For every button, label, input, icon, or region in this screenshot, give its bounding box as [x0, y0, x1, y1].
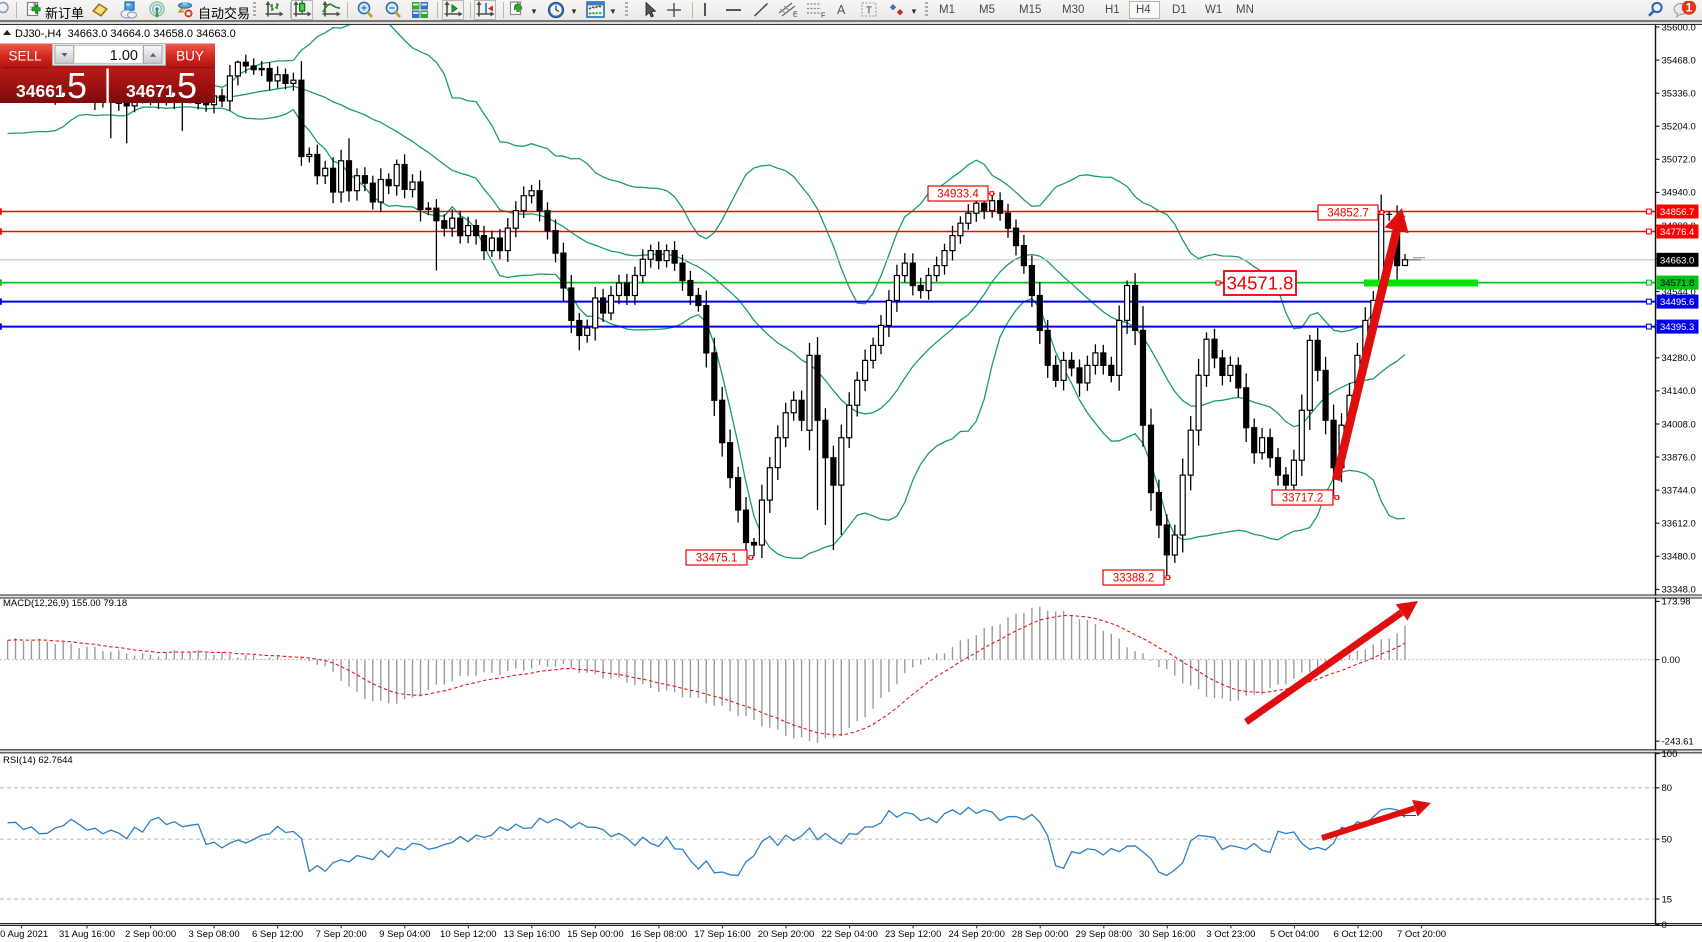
svg-text:16 Sep 08:00: 16 Sep 08:00	[631, 929, 688, 940]
svg-text:34544.0: 34544.0	[1662, 287, 1696, 298]
svg-text:DJ30-,H4 34663.0 34664.0 3465: DJ30-,H4 34663.0 34664.0 34658.0 34663.0	[15, 28, 236, 40]
svg-text:34008.0: 34008.0	[1662, 419, 1696, 430]
svg-text:.: .	[171, 76, 177, 101]
svg-text:34856.7: 34856.7	[1660, 207, 1694, 218]
svg-text:34852.7: 34852.7	[1327, 208, 1369, 220]
svg-text:20 Sep 20:00: 20 Sep 20:00	[758, 929, 815, 940]
svg-text:1.00: 1.00	[110, 48, 138, 64]
svg-text:+: +	[361, 3, 367, 15]
svg-text:10 Sep 12:00: 10 Sep 12:00	[440, 929, 497, 940]
svg-text:34571.8: 34571.8	[1227, 273, 1294, 294]
svg-text:−: −	[389, 3, 395, 15]
svg-text:0.00: 0.00	[1662, 655, 1681, 666]
svg-text:15 Sep 00:00: 15 Sep 00:00	[567, 929, 624, 940]
svg-text:33876.0: 33876.0	[1662, 452, 1696, 463]
svg-text:34671: 34671	[126, 81, 175, 101]
svg-text:13 Sep 16:00: 13 Sep 16:00	[504, 929, 561, 940]
svg-text:34940.0: 34940.0	[1662, 188, 1696, 199]
svg-text:173.98: 173.98	[1662, 597, 1691, 608]
svg-text:34280.0: 34280.0	[1662, 353, 1696, 364]
svg-text:33480.0: 33480.0	[1662, 552, 1696, 563]
svg-text:33348.0: 33348.0	[1662, 585, 1696, 596]
svg-text:15: 15	[1662, 894, 1673, 905]
svg-text:7 Oct 20:00: 7 Oct 20:00	[1397, 929, 1446, 940]
svg-text:30 Sep 16:00: 30 Sep 16:00	[1139, 929, 1196, 940]
svg-text:50: 50	[1662, 834, 1673, 845]
svg-text:34395.3: 34395.3	[1660, 322, 1694, 333]
svg-text:35336.0: 35336.0	[1662, 89, 1696, 100]
svg-text:5 Oct 04:00: 5 Oct 04:00	[1270, 929, 1319, 940]
svg-text:29 Sep 08:00: 29 Sep 08:00	[1076, 929, 1133, 940]
svg-text:9 Sep 04:00: 9 Sep 04:00	[379, 929, 430, 940]
svg-text:33744.0: 33744.0	[1662, 485, 1696, 496]
svg-text:33717.2: 33717.2	[1282, 493, 1324, 505]
svg-text:24 Sep 20:00: 24 Sep 20:00	[948, 929, 1005, 940]
svg-text:BUY: BUY	[176, 49, 204, 64]
svg-text:35072.0: 35072.0	[1662, 155, 1696, 166]
svg-text:34571.8: 34571.8	[1660, 278, 1694, 289]
svg-text:RSI(14) 62.7644: RSI(14) 62.7644	[3, 755, 73, 766]
svg-text:7 Sep 20:00: 7 Sep 20:00	[316, 929, 367, 940]
svg-text:3 Oct 23:00: 3 Oct 23:00	[1206, 929, 1255, 940]
svg-text:3 Sep 08:00: 3 Sep 08:00	[188, 929, 239, 940]
svg-text:33612.0: 33612.0	[1662, 519, 1696, 530]
svg-text:.: .	[61, 76, 67, 101]
svg-text:34933.4: 34933.4	[937, 189, 979, 201]
svg-text:1: 1	[1686, 2, 1693, 14]
svg-text:23 Sep 12:00: 23 Sep 12:00	[885, 929, 942, 940]
svg-text:30 Aug 2021: 30 Aug 2021	[0, 929, 48, 940]
svg-text:MACD(12,26,9) 155.00 79.18: MACD(12,26,9) 155.00 79.18	[3, 598, 127, 609]
svg-text:2 Sep 00:00: 2 Sep 00:00	[125, 929, 176, 940]
svg-text:34661: 34661	[16, 81, 65, 101]
svg-text:34663.0: 34663.0	[1660, 255, 1694, 266]
svg-text:6 Oct 12:00: 6 Oct 12:00	[1333, 929, 1382, 940]
svg-text:T: T	[866, 5, 873, 17]
svg-text:-243.61: -243.61	[1662, 736, 1694, 747]
svg-text:100: 100	[1662, 749, 1678, 760]
svg-text:E: E	[793, 12, 798, 19]
svg-text:35204.0: 35204.0	[1662, 122, 1696, 133]
svg-text:SELL: SELL	[8, 49, 42, 64]
svg-text:5: 5	[177, 65, 197, 106]
svg-text:5: 5	[67, 65, 87, 106]
svg-text:33388.2: 33388.2	[1113, 573, 1155, 585]
svg-text:6 Sep 12:00: 6 Sep 12:00	[252, 929, 303, 940]
svg-text:28 Sep 00:00: 28 Sep 00:00	[1012, 929, 1069, 940]
svg-text:80: 80	[1662, 783, 1673, 794]
svg-text:33475.1: 33475.1	[696, 553, 738, 565]
svg-text:31 Aug 16:00: 31 Aug 16:00	[59, 929, 115, 940]
svg-text:22 Sep 04:00: 22 Sep 04:00	[821, 929, 878, 940]
svg-text:35600.0: 35600.0	[1662, 22, 1696, 33]
svg-text:34776.4: 34776.4	[1660, 227, 1694, 238]
svg-text:0: 0	[1662, 920, 1667, 931]
svg-text:34495.6: 34495.6	[1660, 297, 1694, 308]
svg-text:34140.0: 34140.0	[1662, 386, 1696, 397]
svg-text:F: F	[821, 13, 825, 20]
svg-text:35468.0: 35468.0	[1662, 55, 1696, 66]
svg-text:17 Sep 16:00: 17 Sep 16:00	[694, 929, 751, 940]
